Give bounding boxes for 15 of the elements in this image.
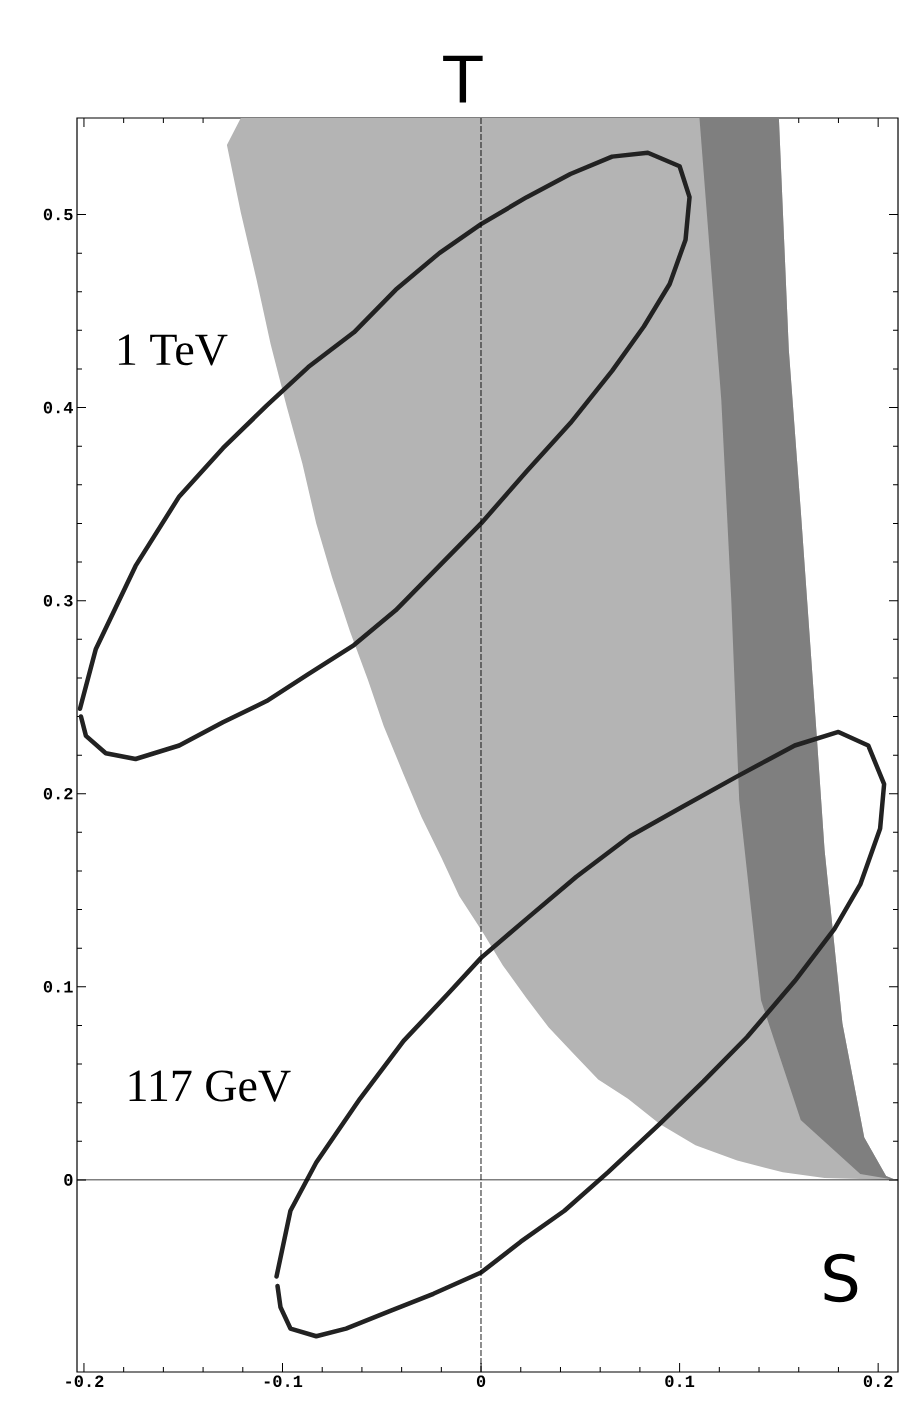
x-axis-title: S xyxy=(824,1253,858,1303)
y-axis-title: T xyxy=(443,55,483,103)
annotation: 117 GeV xyxy=(129,1070,291,1102)
y-tick-label: 0.4 xyxy=(43,401,73,414)
x-tick-label: 0.2 xyxy=(863,1375,893,1388)
x-tick-label: 0 xyxy=(476,1375,486,1388)
y-tick-label: 0.3 xyxy=(43,594,73,607)
annotation: 1 TeV xyxy=(118,334,228,366)
x-tick-label: 0.1 xyxy=(665,1375,695,1388)
y-tick-label: 0.2 xyxy=(43,787,73,800)
y-tick-label: 0.5 xyxy=(43,208,73,221)
y-tick-label: 0.1 xyxy=(43,981,73,993)
y-tick-label: 0 xyxy=(64,1174,73,1186)
x-tick-label: -0.1 xyxy=(264,1375,303,1388)
x-tick-label: -0.2 xyxy=(66,1375,104,1388)
